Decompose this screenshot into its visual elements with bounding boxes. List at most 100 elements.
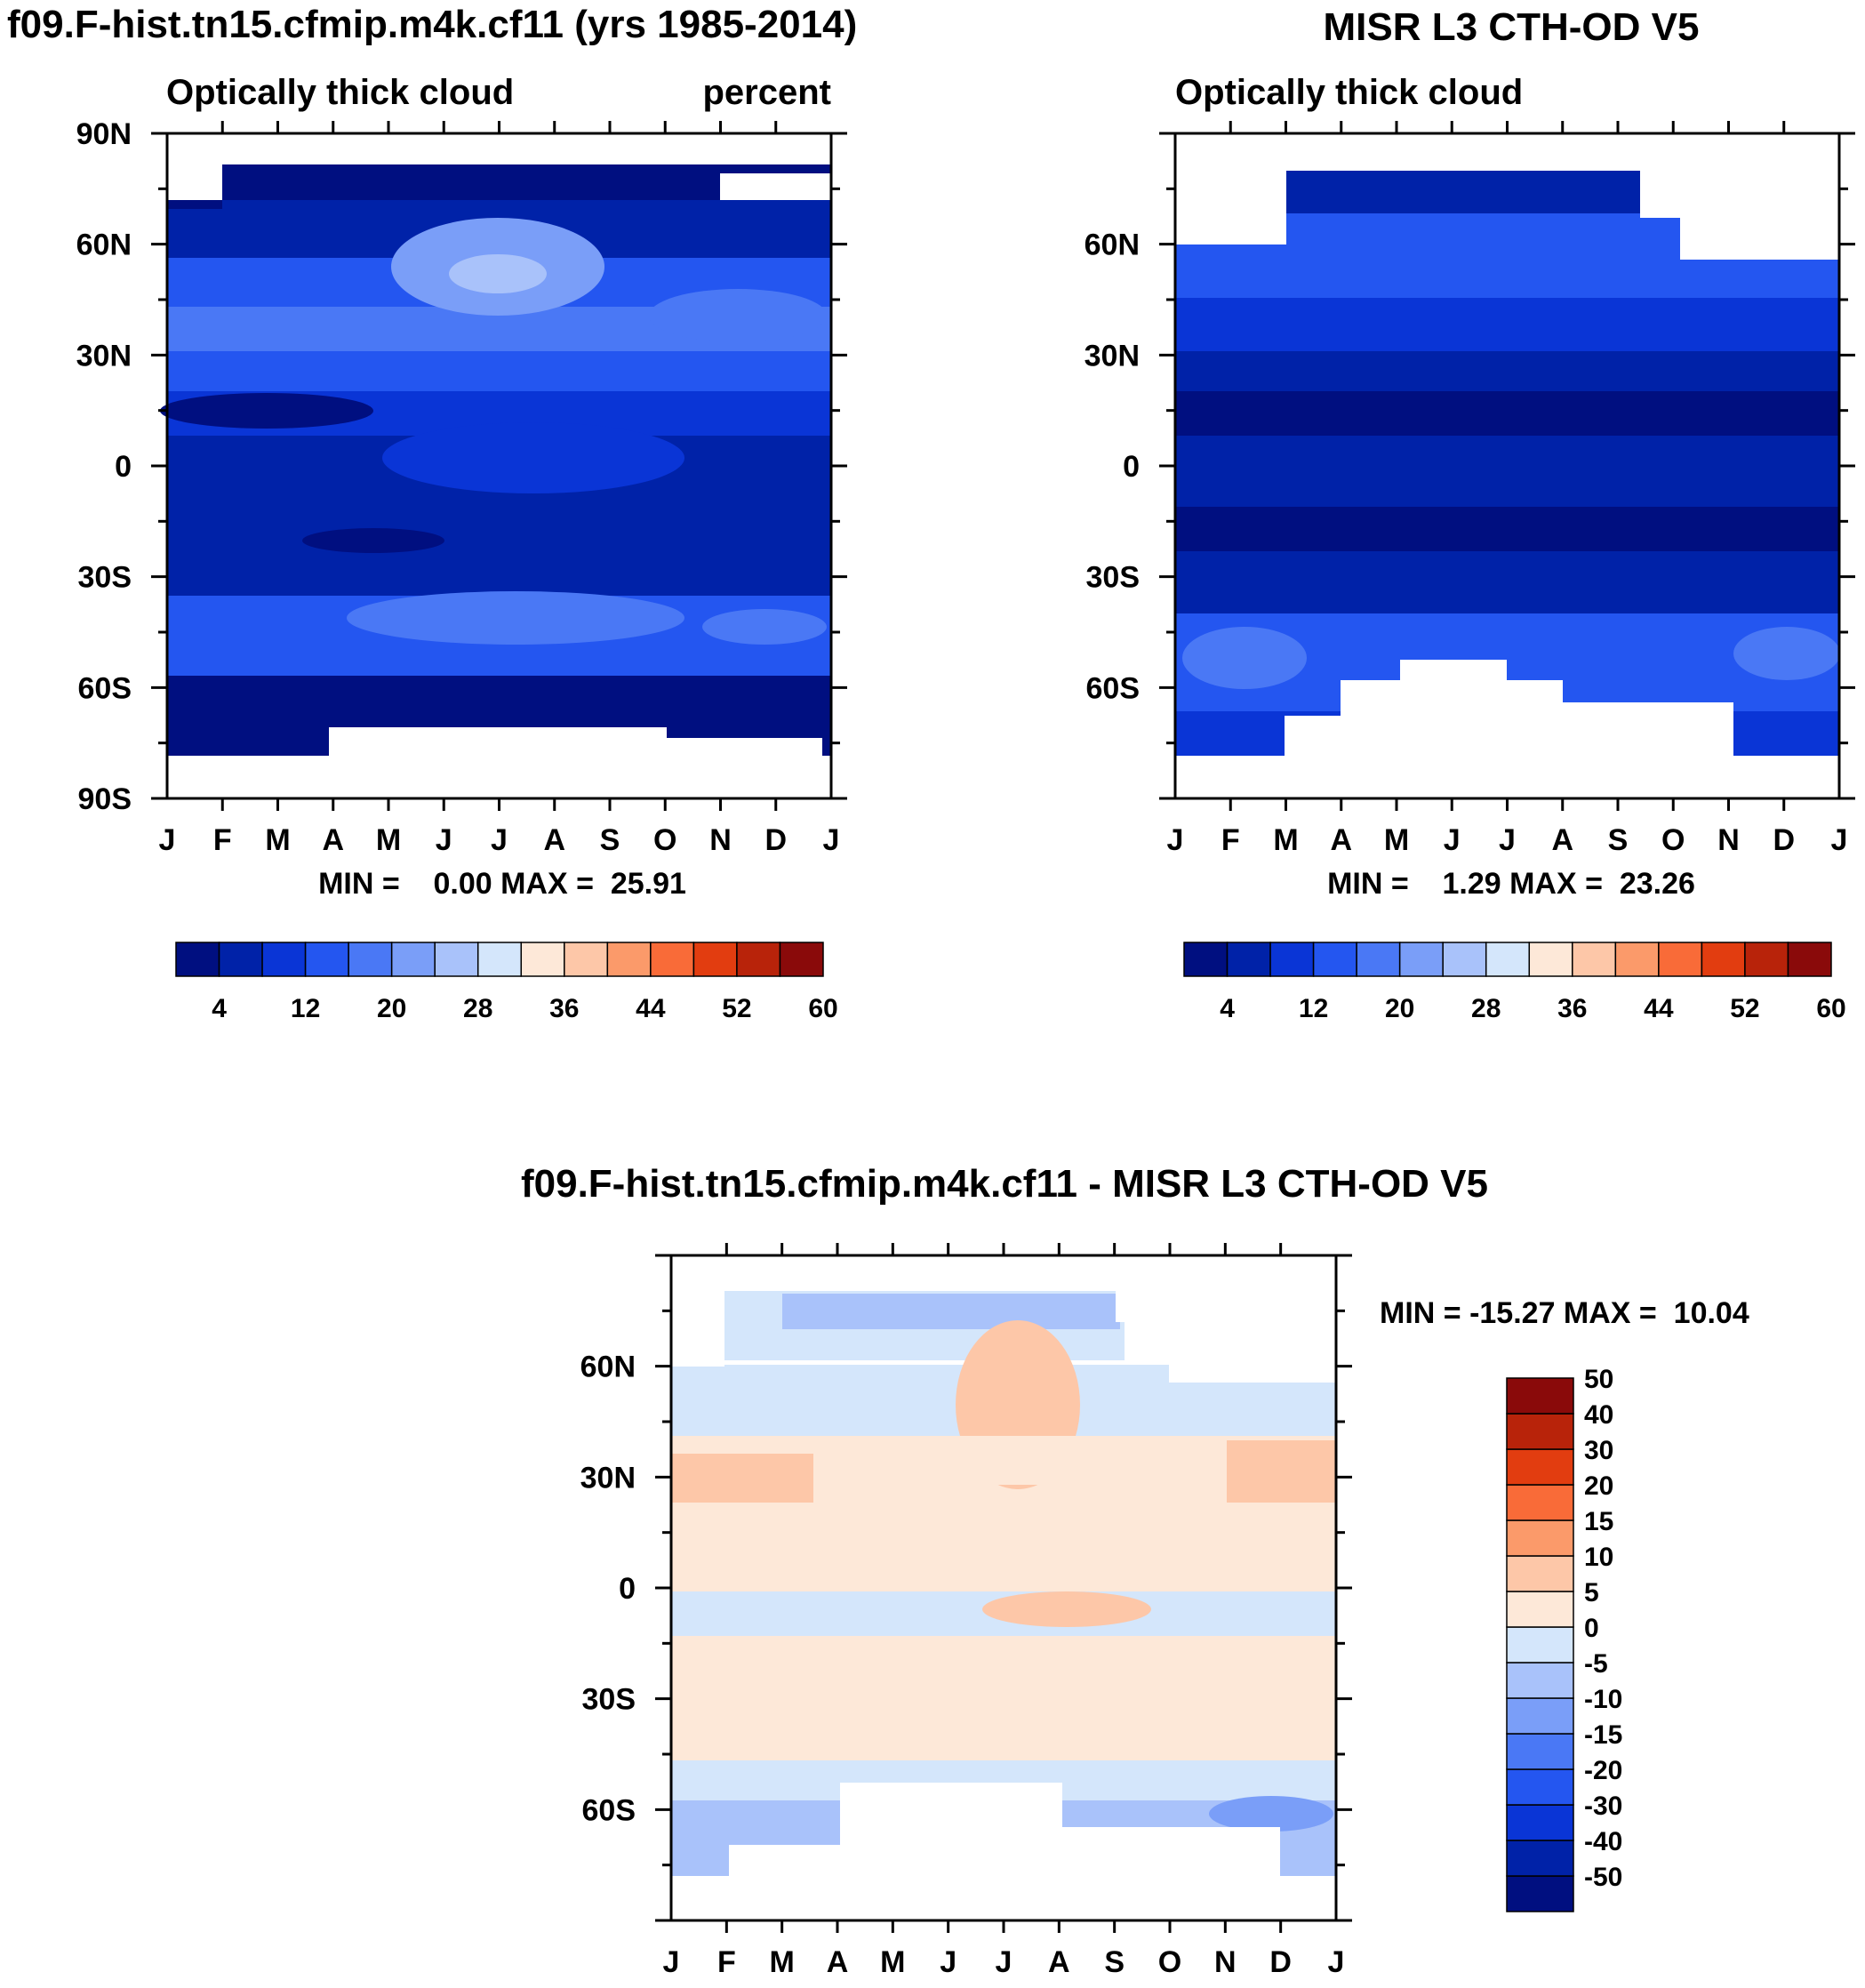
month-tick-label: S — [1608, 823, 1629, 857]
month-tick-label: J — [1831, 823, 1848, 857]
colorbar-swatch — [1269, 942, 1315, 977]
panel-model-plot-area — [160, 133, 831, 798]
colorbar-swatch — [1506, 1484, 1574, 1521]
colorbar-swatch — [779, 942, 824, 977]
colorbar-swatch — [1614, 942, 1660, 977]
colorbar-swatch — [1506, 1840, 1574, 1877]
colorbar-swatch — [1572, 942, 1617, 977]
month-tick-label: J — [436, 823, 452, 857]
colorbar-tick-label: 52 — [722, 994, 751, 1023]
latitude-tick-label: 60S — [582, 1793, 636, 1827]
colorbar-swatch — [1506, 1875, 1574, 1912]
latitude-tick-label: 30S — [582, 1683, 636, 1717]
colorbar-tick-label: 15 — [1584, 1507, 1613, 1536]
month-tick-label: A — [543, 823, 565, 857]
month-tick-label: A — [322, 823, 344, 857]
panel-model-title: f09.F-hist.tn15.cfmip.m4k.cf11 (yrs 1985… — [7, 3, 857, 46]
month-tick-label: O — [653, 823, 676, 857]
colorbar-swatch — [1506, 1804, 1574, 1841]
month-tick-label: M — [376, 823, 401, 857]
panel-obs-plot-area — [1175, 133, 1840, 798]
colorbar-swatch — [736, 942, 781, 977]
latitude-tick-label: 60S — [78, 671, 132, 705]
colorbar-tick-label: 20 — [377, 994, 406, 1023]
colorbar-swatch — [1312, 942, 1357, 977]
colorbar-tick-label: 4 — [1220, 994, 1235, 1023]
month-tick-label: F — [717, 1945, 736, 1979]
colorbar-tick-label: -10 — [1584, 1685, 1622, 1714]
month-tick-label: A — [1551, 823, 1573, 857]
month-tick-label: D — [1269, 1945, 1292, 1979]
panel-model-minmax: MIN = 0.00 MAX = 25.91 — [318, 867, 686, 901]
month-tick-label: J — [159, 823, 176, 857]
colorbar-swatch — [1658, 942, 1703, 977]
month-tick-label: N — [1717, 823, 1740, 857]
month-tick-label: M — [1384, 823, 1409, 857]
colorbar-swatch — [218, 942, 263, 977]
colorbar-swatch — [692, 942, 738, 977]
colorbar-tick-label: -40 — [1584, 1827, 1622, 1856]
panel-diff-plot-area — [671, 1255, 1336, 1920]
colorbar-obs: 4 12 20 28 36 44 52 60 — [1183, 942, 1846, 1023]
colorbar-tick-label: 10 — [1584, 1543, 1613, 1572]
latitude-tick-label: 60N — [76, 228, 132, 262]
colorbar-tick-label: 44 — [1644, 994, 1674, 1023]
month-tick-label: M — [265, 823, 290, 857]
colorbar-swatch — [1787, 942, 1832, 977]
colorbar-swatch — [1506, 1697, 1574, 1735]
month-tick-label: S — [1104, 1945, 1125, 1979]
latitude-tick-label: 30S — [78, 561, 132, 595]
panel-diff: f09.F-hist.tn15.cfmip.m4k.cf11 - MISR L3… — [521, 1162, 1488, 1933]
month-tick-label: S — [600, 823, 620, 857]
colorbar-swatch — [1183, 942, 1229, 977]
colorbar-tick-label: 0 — [1584, 1614, 1599, 1643]
latitude-tick-label: 0 — [115, 450, 132, 484]
month-tick-label: D — [764, 823, 787, 857]
month-tick-label: M — [880, 1945, 905, 1979]
colorbar-swatch — [390, 942, 436, 977]
colorbar-model: 4 12 20 28 36 44 52 60 — [175, 942, 838, 1023]
month-tick-label: J — [1167, 823, 1184, 857]
colorbar-swatch — [175, 942, 220, 977]
panel-obs-subtitle: Optically thick cloud — [1175, 73, 1523, 112]
panel-obs: MISR L3 CTH-OD V5 Optically thick cloud — [1159, 5, 1855, 811]
colorbar-tick-label: 60 — [1816, 994, 1845, 1023]
latitude-tick-label: 30N — [76, 339, 132, 373]
month-tick-label: A — [1330, 823, 1352, 857]
colorbar-tick-label: 52 — [1730, 994, 1759, 1023]
latitude-tick-label: 30N — [1085, 339, 1140, 373]
month-tick-label: J — [940, 1945, 957, 1979]
colorbar-tick-label: 36 — [1557, 994, 1587, 1023]
colorbar-swatch — [564, 942, 609, 977]
colorbar-tick-label: 12 — [291, 994, 320, 1023]
colorbar-swatch — [348, 942, 393, 977]
month-tick-label: J — [1444, 823, 1461, 857]
colorbar-tick-label: 4 — [212, 994, 227, 1023]
colorbar-tick-label: 28 — [463, 994, 492, 1023]
latitude-tick-label: 90S — [78, 782, 132, 816]
colorbar-swatch — [520, 942, 565, 977]
colorbar-swatch — [1506, 1768, 1574, 1806]
colorbar-swatch — [261, 942, 307, 977]
colorbar-swatch — [434, 942, 479, 977]
panel-model-ticks — [151, 121, 847, 811]
month-tick-label: M — [770, 1945, 795, 1979]
colorbar-swatch — [1506, 1662, 1574, 1699]
colorbar-tick-label: 20 — [1584, 1471, 1613, 1501]
colorbar-tick-label: -20 — [1584, 1756, 1622, 1785]
latitude-tick-label: 60N — [580, 1351, 636, 1384]
month-tick-label: J — [663, 1945, 680, 1979]
colorbar-tick-label: 44 — [636, 994, 666, 1023]
colorbar-swatch — [476, 942, 523, 977]
latitude-tick-label: 30S — [1086, 561, 1141, 595]
colorbar-tick-label: 20 — [1385, 994, 1414, 1023]
month-tick-label: J — [823, 823, 840, 857]
colorbar-tick-label: 36 — [549, 994, 579, 1023]
panel-diff-minmax: MIN = -15.27 MAX = 10.04 — [1380, 1296, 1749, 1330]
colorbar-swatch — [1398, 942, 1444, 977]
latitude-tick-label: 60S — [1086, 671, 1141, 705]
month-tick-label: A — [827, 1945, 849, 1979]
